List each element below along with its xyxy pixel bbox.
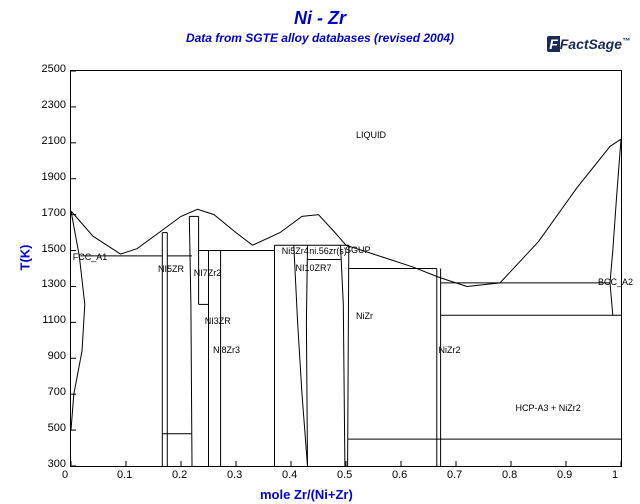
- x-tick: 0.8: [502, 469, 517, 481]
- phase-label: SGUP: [345, 245, 371, 255]
- y-tick: 900: [48, 350, 66, 362]
- phase-label: HCP-A3 + NiZr2: [516, 403, 581, 413]
- x-axis-label: mole Zr/(Ni+Zr): [260, 487, 353, 502]
- x-tick: 0.5: [337, 469, 352, 481]
- logo-text: FactSage: [560, 36, 622, 52]
- phase-label: NiZr: [356, 311, 373, 321]
- y-tick: 2500: [42, 63, 66, 75]
- y-axis-label: T(K): [18, 245, 33, 271]
- phase-label: NI5ZR: [158, 264, 184, 274]
- y-tick: 1700: [42, 207, 66, 219]
- y-tick: 1100: [42, 314, 66, 326]
- chart-subtitle: Data from SGTE alloy databases (revised …: [0, 29, 640, 45]
- y-tick: 1300: [42, 278, 66, 290]
- y-tick: 1500: [42, 243, 66, 255]
- phase-label: Ni8Zr3: [213, 345, 240, 355]
- x-tick: 1: [612, 469, 618, 481]
- chart-title: Ni - Zr: [0, 0, 640, 29]
- x-tick: 0: [62, 469, 68, 481]
- y-tick: 700: [48, 386, 66, 398]
- phase-label: LIQUID: [356, 130, 386, 140]
- logo-tm: ™: [622, 36, 630, 45]
- phase-label: Ni5Zr4: [282, 246, 309, 256]
- phase-label: FCC_A1: [73, 252, 108, 262]
- phase-label: NI10ZR7: [296, 263, 332, 273]
- x-tick: 0.4: [282, 469, 297, 481]
- factsage-logo: FFactSage™: [547, 36, 630, 52]
- x-tick: 0.1: [117, 469, 132, 481]
- y-tick: 1900: [42, 171, 66, 183]
- phase-label: NI7Zr2: [194, 268, 222, 278]
- x-tick: 0.3: [227, 469, 242, 481]
- y-tick: 2100: [42, 135, 66, 147]
- y-tick: 500: [48, 422, 66, 434]
- phase-label: NiZr2: [439, 345, 461, 355]
- x-tick: 0.7: [447, 469, 462, 481]
- x-tick: 0.9: [557, 469, 572, 481]
- x-tick: 0.2: [172, 469, 187, 481]
- x-tick: 0.6: [392, 469, 407, 481]
- phase-label: NI3ZR: [205, 316, 231, 326]
- logo-f: F: [547, 36, 560, 52]
- phase-label: BCC_A2: [598, 277, 633, 287]
- y-tick: 300: [48, 458, 66, 470]
- y-tick: 2300: [42, 99, 66, 111]
- phase-label: ni.56zr(s): [309, 246, 347, 256]
- phase-diagram-figure: Ni - Zr Data from SGTE alloy databases (…: [0, 0, 640, 504]
